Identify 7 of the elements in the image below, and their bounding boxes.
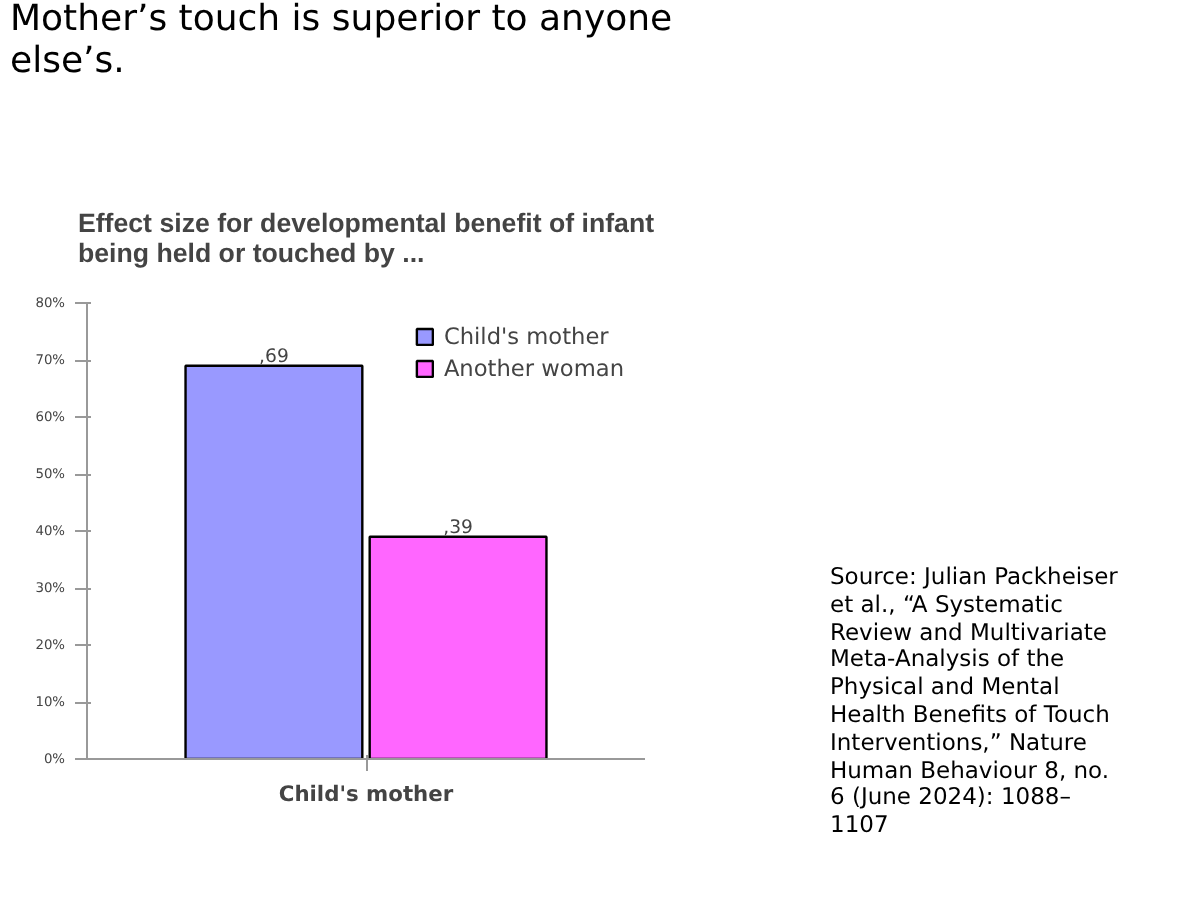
- text: Source: Julian Packheiser et al., “A Systematic Review and Multivariate Meta-Analysis of the Physical and Mental Health Benefits of Touch Interventions,” Nature Human Behaviour 8, no. 6 (June 2024): 1088– 1107: [830, 562, 1118, 839]
- data-label: ,39: [443, 516, 474, 539]
- legend-label: Child's mother: [443, 322, 609, 350]
- chart-title: Effect size for developmental benefit of infant being held or touched by ...: [77, 208, 656, 268]
- text: Mother’s touch is superior to anyone else’s.: [10, 0, 673, 83]
- legend-label: Another woman: [443, 354, 624, 382]
- data-label: ,69: [259, 345, 289, 368]
